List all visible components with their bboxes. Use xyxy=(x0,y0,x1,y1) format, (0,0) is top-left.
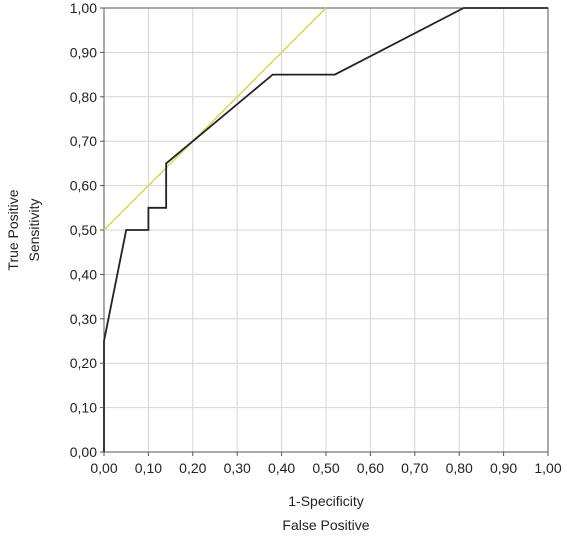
x-tick-label: 0,40 xyxy=(268,460,295,476)
y-axis-title-line: True Positive xyxy=(5,189,21,270)
x-axis-title-line: False Positive xyxy=(282,517,369,533)
x-tick-label: 0,90 xyxy=(490,460,517,476)
x-tick-label: 0,70 xyxy=(401,460,428,476)
y-tick-label: 1,00 xyxy=(70,0,97,16)
y-tick-label: 0,60 xyxy=(70,178,97,194)
x-axis-title-line: 1-Specificity xyxy=(288,493,363,509)
series-line-0 xyxy=(103,7,548,452)
y-tick-label: 0,70 xyxy=(70,133,97,149)
y-tick-label: 0,80 xyxy=(70,89,97,105)
y-tick-label: 0,90 xyxy=(70,44,97,60)
series-layer xyxy=(103,7,548,452)
y-tick-label: 0,50 xyxy=(70,222,97,238)
series-line-1 xyxy=(103,7,327,231)
x-tick-label: 0,00 xyxy=(90,460,117,476)
x-tick-label: 0,60 xyxy=(357,460,384,476)
x-tick-label: 0,10 xyxy=(135,460,162,476)
x-tick-label: 0,50 xyxy=(312,460,339,476)
x-tick-label: 0,30 xyxy=(224,460,251,476)
x-tick-labels: 0,00 0,10 0,20 0,30 0,40 0,50 0,60 0,70 0,80 0,90… xyxy=(90,452,562,476)
x-tick-label: 1,00 xyxy=(534,460,561,476)
x-tick-label: 0,20 xyxy=(179,460,206,476)
x-tick-label: 0,80 xyxy=(446,460,473,476)
y-tick-labels: 0,00 0,10 0,20 0,30 0,40 0,50 0,60 0,70 0,80 0,90… xyxy=(70,0,104,460)
y-tick-label: 0,30 xyxy=(70,311,97,327)
y-tick-label: 0,20 xyxy=(70,355,97,371)
y-tick-label: 0,10 xyxy=(70,400,97,416)
y-axis-title: True Positive Sensitivity xyxy=(5,189,42,270)
y-tick-label: 0,40 xyxy=(70,266,97,282)
x-axis-title: 1-Specificity False Positive xyxy=(282,493,369,533)
y-axis-title-line: Sensitivity xyxy=(26,198,42,261)
y-tick-label: 0,00 xyxy=(70,444,97,460)
